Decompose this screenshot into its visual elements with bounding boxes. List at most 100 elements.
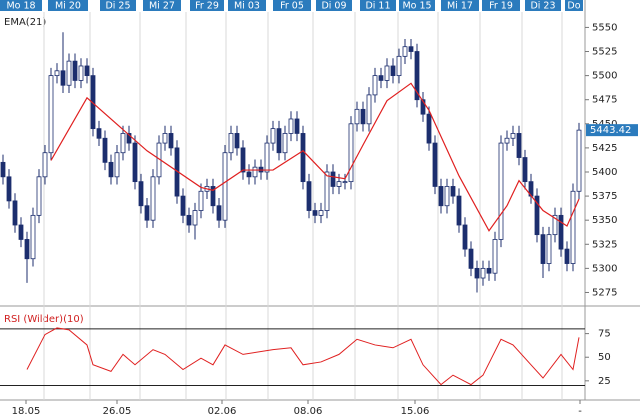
- last-price-box: [586, 124, 638, 137]
- candle-body: [132, 142, 138, 183]
- day-label-box: [48, 0, 88, 11]
- day-label: Fr 19: [489, 1, 513, 12]
- candle-body: [444, 186, 450, 207]
- day-label-box: [525, 0, 561, 11]
- candle-body: [450, 186, 456, 197]
- candle-body: [150, 176, 156, 221]
- candle-body: [300, 133, 306, 183]
- day-label: Fr 05: [280, 1, 304, 12]
- candle-body: [474, 267, 480, 279]
- candle-body: [78, 65, 84, 81]
- candle-body: [18, 224, 24, 240]
- candle-body: [234, 133, 240, 149]
- day-label-box: [399, 0, 435, 11]
- y-tick-label: 5500: [592, 71, 617, 82]
- candle-body: [558, 214, 564, 250]
- candle-body: [498, 142, 504, 240]
- candle-body: [360, 108, 366, 125]
- candle-body: [330, 171, 336, 187]
- top-labels: Mo 18 Mi 20 Di 25 Mi 27 Fr 29 Mi 03 Fr 05 Di 09…: [0, 0, 583, 12]
- candle-body: [468, 248, 474, 269]
- y-tick-label: 5375: [592, 191, 617, 202]
- candle-body: [378, 75, 384, 81]
- candle-body: [336, 181, 342, 187]
- candle-body: [0, 161, 6, 178]
- candle-body: [432, 142, 438, 187]
- candle-body: [36, 176, 42, 216]
- candle-body: [252, 166, 258, 178]
- candle-body: [546, 234, 552, 264]
- candle-body: [270, 128, 276, 144]
- day-label: Do: [567, 1, 580, 12]
- candle-body: [516, 133, 522, 158]
- candle-body: [318, 210, 324, 216]
- candle-body: [384, 65, 390, 81]
- candle-body: [348, 123, 354, 183]
- candle-body: [480, 267, 486, 279]
- candle-body: [168, 133, 174, 149]
- day-label: Di 23: [530, 1, 555, 12]
- rsi-line: [26, 327, 580, 386]
- y-tick-label: 5300: [592, 263, 617, 274]
- candle-body: [390, 65, 396, 77]
- x-tick-label: 08.06: [294, 406, 323, 417]
- ema-line: [50, 82, 580, 232]
- candle-body: [462, 224, 468, 250]
- day-label: Fr 29: [195, 1, 219, 12]
- candle-body: [210, 186, 216, 207]
- candle-body: [294, 118, 300, 134]
- candle-body: [414, 51, 420, 101]
- day-label-box: [360, 0, 396, 11]
- candle-body: [228, 133, 234, 154]
- y-tick-label: 5325: [592, 239, 617, 250]
- day-label: Mo 18: [6, 1, 35, 12]
- candle-body: [306, 181, 312, 211]
- candle-body: [60, 70, 66, 86]
- y-tick-label: 5525: [592, 47, 617, 58]
- candle-body: [486, 267, 492, 274]
- candle-body: [54, 70, 60, 77]
- y-tick-label: 5550: [592, 22, 617, 33]
- y-tick-label: 5350: [592, 215, 617, 226]
- candle-body: [534, 195, 540, 236]
- day-label: Di 25: [105, 1, 130, 12]
- candle-body: [96, 128, 102, 139]
- candle-body: [342, 181, 348, 184]
- candle-body: [198, 190, 204, 211]
- candle-body: [564, 248, 570, 264]
- candle-body: [570, 190, 576, 264]
- candle-body: [12, 200, 18, 226]
- candle-body: [426, 113, 432, 144]
- candle-body: [84, 65, 90, 77]
- candle-body: [66, 60, 72, 86]
- candle-body: [408, 46, 414, 52]
- candle-body: [6, 176, 12, 202]
- candle-body: [552, 214, 558, 236]
- candle-body: [522, 157, 528, 183]
- candle-body: [192, 210, 198, 226]
- day-label-box: [100, 0, 136, 11]
- candle-body: [114, 152, 120, 178]
- x-tick-label: -: [578, 406, 582, 417]
- x-tick-label: 26.05: [103, 406, 132, 417]
- day-label: Di 11: [365, 1, 390, 12]
- candle-body: [324, 171, 330, 211]
- day-label-box: [316, 0, 352, 11]
- candle-body: [30, 214, 36, 260]
- candle-body: [102, 137, 108, 163]
- candle-body: [240, 147, 246, 173]
- y-tick-label: 50: [598, 352, 611, 363]
- candle-body: [48, 75, 54, 154]
- y-tick-label: 5275: [592, 287, 617, 298]
- candle-body: [138, 181, 144, 207]
- candle-body: [42, 152, 48, 178]
- day-label: Mi 17: [447, 1, 473, 12]
- candle-body: [246, 171, 252, 178]
- candle-body: [366, 94, 372, 125]
- y-tick-label: 5400: [592, 167, 617, 178]
- y-tick-label: 5425: [592, 143, 617, 154]
- candle-body: [372, 75, 378, 96]
- candle-body: [438, 186, 444, 207]
